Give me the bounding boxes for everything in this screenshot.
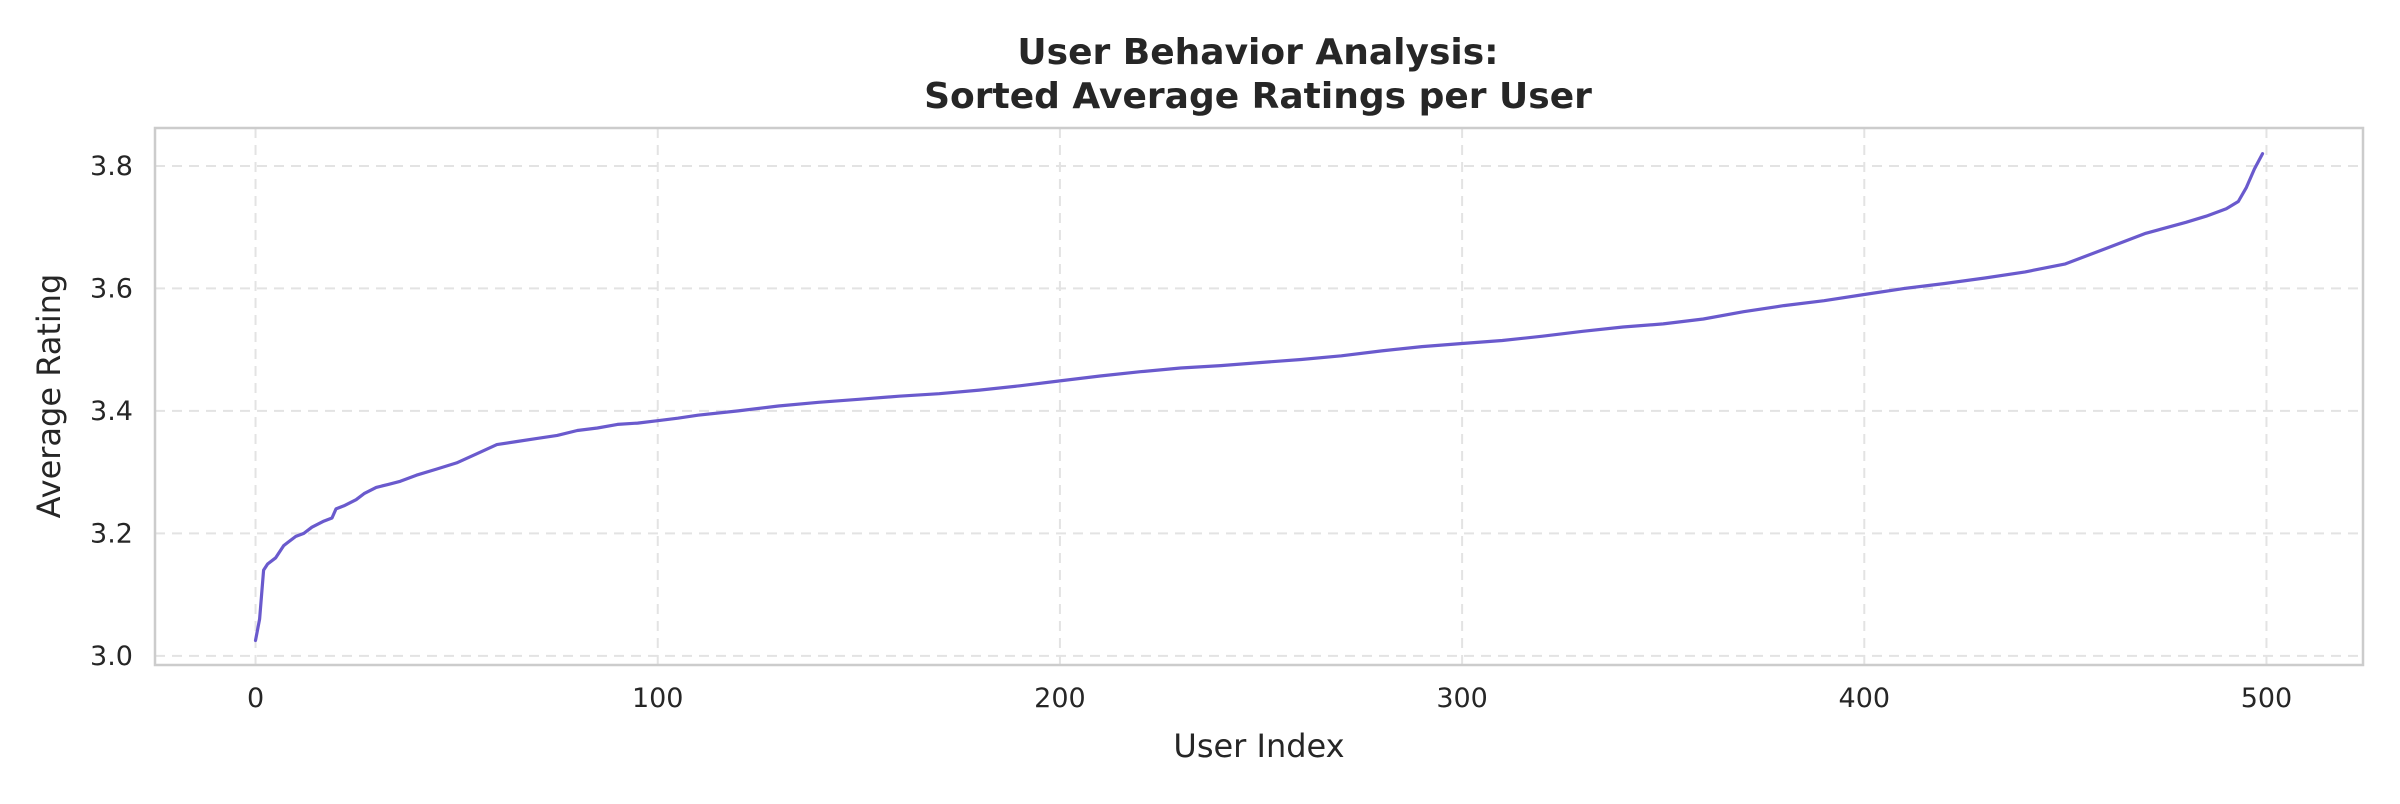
chart-title-line-1: User Behavior Analysis: <box>1017 32 1498 73</box>
y-tick-label: 3.4 <box>90 396 133 427</box>
series-line-0 <box>253 152 2265 643</box>
y-tick-label: 3.2 <box>90 518 133 549</box>
x-tick-label: 400 <box>1839 683 1891 714</box>
x-tick-label: 200 <box>1034 683 1086 714</box>
axis-ticks: 0 100 200 300 400 500 3.0 3.2 3.4 3.6 3.8 <box>90 151 2292 714</box>
plot-area-frame <box>153 126 2365 667</box>
y-tick-label: 3.6 <box>90 273 133 304</box>
y-tick-label: 3.8 <box>90 151 133 182</box>
x-axis-label: User Index <box>1173 727 1344 765</box>
x-tick-label: 500 <box>2241 683 2293 714</box>
x-tick-label: 0 <box>247 683 264 714</box>
series-layer <box>253 152 2265 643</box>
y-tick-label: 3.0 <box>90 641 133 672</box>
grid <box>155 128 2363 665</box>
chart-title-line-2: Sorted Average Ratings per User <box>924 76 1592 117</box>
x-tick-label: 300 <box>1436 683 1488 714</box>
y-axis-label: Average Rating <box>30 274 68 519</box>
x-tick-label: 100 <box>632 683 684 714</box>
